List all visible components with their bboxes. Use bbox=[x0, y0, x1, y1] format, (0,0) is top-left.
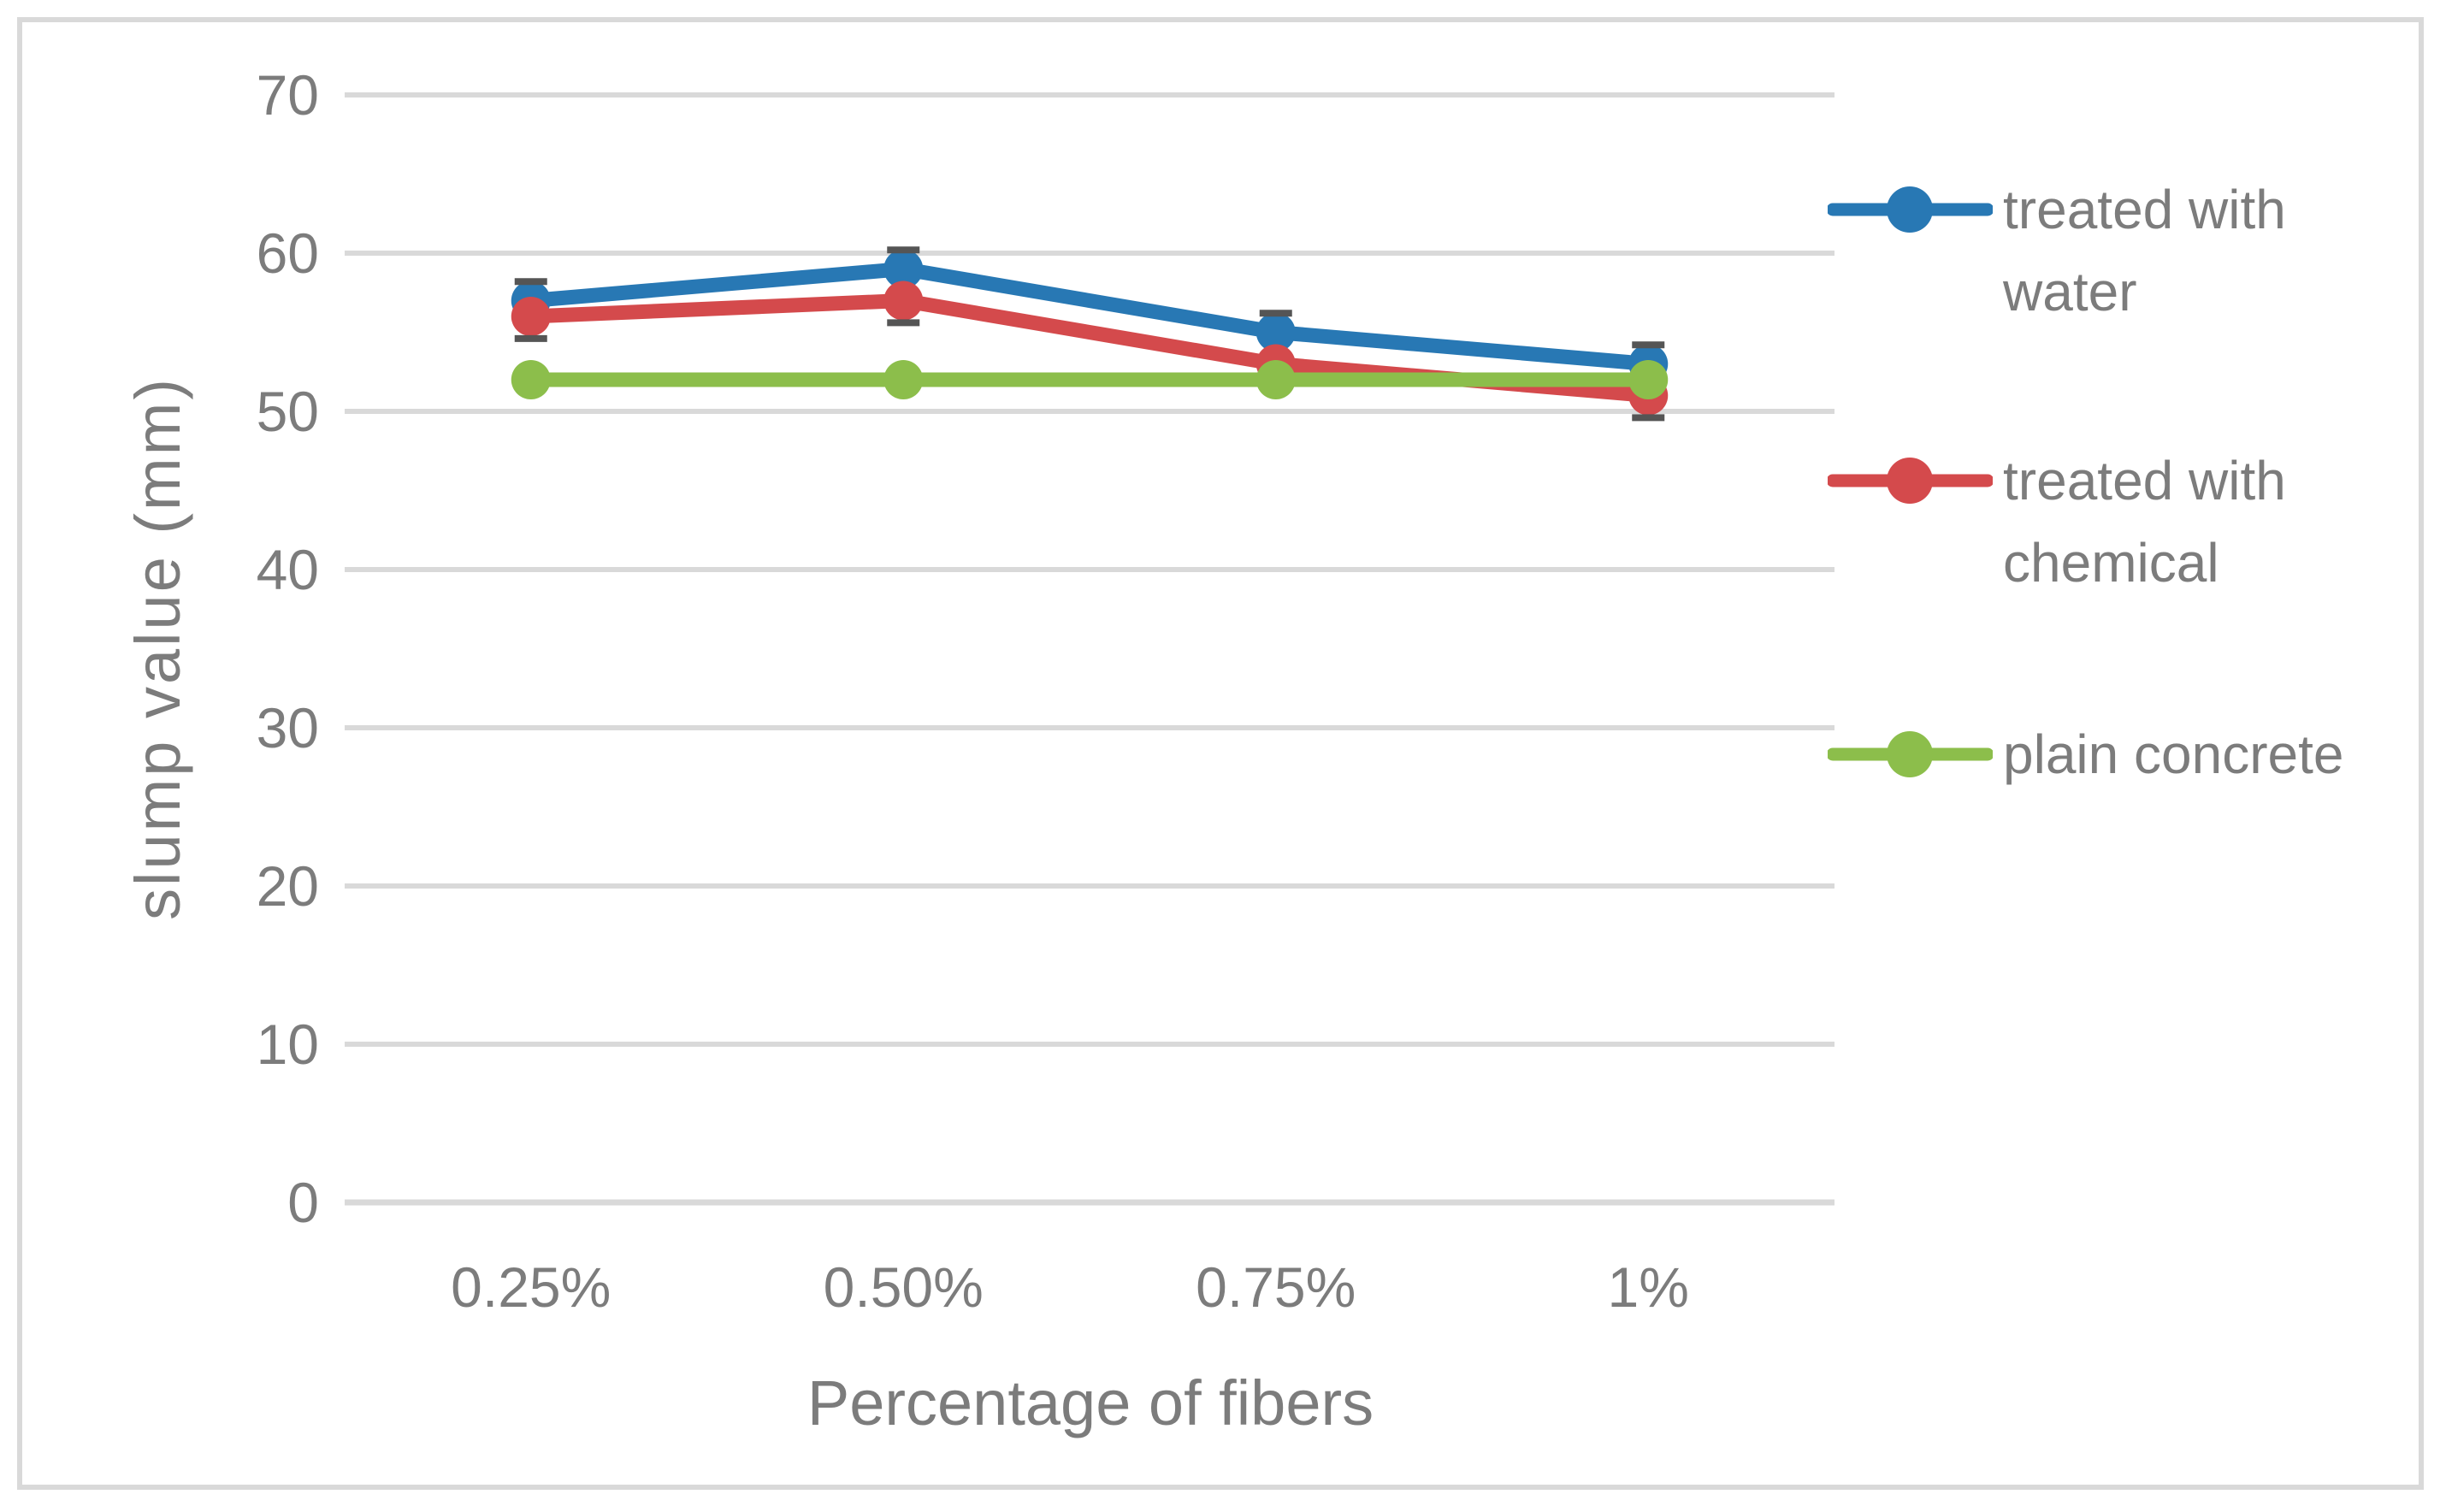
x-tick-label: 0.75% bbox=[1196, 1255, 1356, 1319]
y-tick-label: 30 bbox=[256, 696, 319, 759]
data-point-marker bbox=[883, 360, 924, 399]
data-point-marker bbox=[883, 281, 924, 321]
y-tick-label: 50 bbox=[256, 380, 319, 443]
legend-marker bbox=[1828, 731, 1993, 777]
series-line bbox=[523, 262, 1656, 371]
y-tick-label: 0 bbox=[287, 1171, 319, 1234]
y-tick-label: 10 bbox=[256, 1013, 319, 1076]
legend-label-line: water bbox=[2003, 261, 2137, 322]
y-tick-label: 70 bbox=[256, 63, 319, 127]
data-point-marker bbox=[511, 297, 551, 336]
y-tick-label: 20 bbox=[256, 854, 319, 918]
data-point-marker bbox=[511, 360, 551, 399]
legend-item-treated-with-water: treated with water bbox=[1828, 168, 2286, 333]
x-axis-title: Percentage of fibers bbox=[806, 1367, 1374, 1438]
legend-marker bbox=[1828, 458, 1993, 504]
legend-label-line: treated with bbox=[2003, 179, 2286, 240]
legend-marker bbox=[1828, 186, 1993, 233]
series-plain-concrete bbox=[511, 360, 1669, 399]
figure-border bbox=[17, 17, 2424, 1490]
data-point-marker bbox=[1255, 312, 1296, 352]
data-point-marker bbox=[883, 249, 924, 289]
x-tick-label: 1% bbox=[1607, 1255, 1689, 1319]
y-tick-label: 60 bbox=[256, 221, 319, 285]
legend-label-line: chemical bbox=[2003, 532, 2219, 594]
y-tick-label: 40 bbox=[256, 538, 319, 601]
legend-circle bbox=[1887, 458, 1933, 504]
x-tick-label: 0.25% bbox=[451, 1255, 612, 1319]
legend-label-line: plain concrete bbox=[2003, 724, 2344, 785]
legend-label: plain concrete bbox=[2003, 713, 2343, 795]
legend-circle bbox=[1887, 731, 1933, 777]
data-point-marker bbox=[1628, 360, 1669, 399]
data-point-marker bbox=[1255, 360, 1296, 399]
legend-label-line: treated with bbox=[2003, 450, 2286, 511]
x-tick-label: 0.50% bbox=[823, 1255, 984, 1319]
gridlines bbox=[345, 92, 1834, 1206]
legend-label: treated with water bbox=[2003, 168, 2286, 333]
legend-item-treated-with-chemical: treated with chemical bbox=[1828, 440, 2286, 604]
y-axis-title: slump value (mm) bbox=[122, 376, 193, 920]
legend-item-plain-concrete: plain concrete bbox=[1828, 713, 2343, 795]
legend-label: treated with chemical bbox=[2003, 440, 2286, 604]
legend-circle bbox=[1887, 186, 1933, 233]
